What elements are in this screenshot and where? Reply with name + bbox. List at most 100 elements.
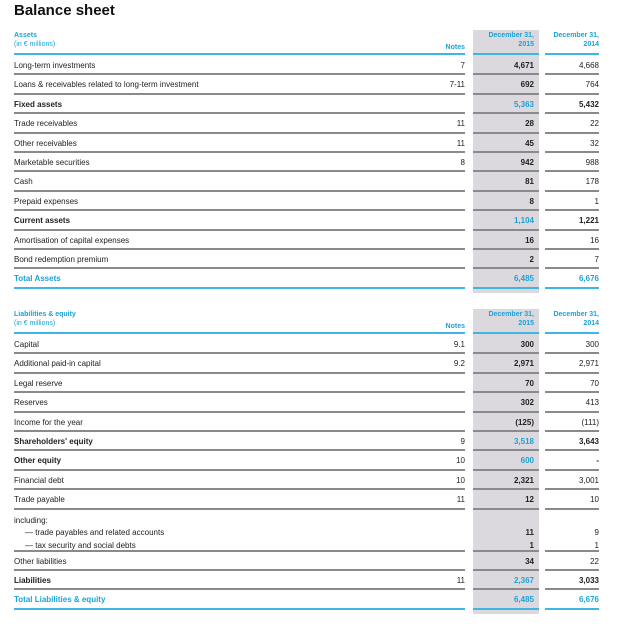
- section-heading: Liabilities & equity: [14, 311, 76, 318]
- value-2015: 28: [525, 119, 534, 129]
- value-2014: 1,221: [578, 216, 599, 226]
- value-2015: 6,485: [513, 595, 534, 605]
- row-label: Cash: [14, 177, 33, 187]
- value-2015: 942: [520, 157, 534, 167]
- value-2015: 2,367: [513, 575, 534, 585]
- notes-header: Notes: [445, 44, 465, 51]
- 2015-column-shade: [473, 309, 539, 614]
- value-2015: 11 1: [525, 528, 534, 550]
- value-2015: (125): [515, 417, 534, 427]
- table-header: Assets (in € millions) Notes December 31,…: [0, 30, 619, 56]
- table-row: Trade payable 11 12 10: [0, 490, 619, 510]
- value-2014: 7: [594, 254, 599, 264]
- row-notes: 11: [456, 119, 465, 129]
- row-label: Other receivables: [14, 138, 77, 148]
- value-2014: 22: [590, 119, 599, 129]
- table-row: Income for the year (125) (111): [0, 413, 619, 432]
- value-2015: 6,485: [513, 274, 534, 284]
- value-2015: 12: [525, 495, 534, 505]
- table-row: Fixed assets 5,363 5,432: [0, 95, 619, 115]
- value-2015: 2,321: [513, 475, 534, 485]
- table-header: Liabilities & equity (in € millions) Note…: [0, 309, 619, 335]
- value-2014: 3,033: [578, 575, 599, 585]
- table-row: Other receivables 11 45 32: [0, 134, 619, 153]
- value-2014: 988: [585, 157, 599, 167]
- value-2014: 2,971: [578, 359, 599, 369]
- page-title: Balance sheet: [14, 2, 115, 19]
- value-2015: 16: [525, 235, 534, 245]
- value-2014: 22: [590, 556, 599, 566]
- value-2014: 3,001: [578, 475, 599, 485]
- row-label: Amortisation of capital expenses: [14, 235, 130, 245]
- section-heading: Assets: [14, 32, 37, 39]
- row-label: Other equity: [14, 456, 62, 466]
- value-2015: 70: [525, 378, 534, 388]
- value-2014: 178: [585, 177, 599, 187]
- value-2014: -: [596, 456, 599, 466]
- value-2014: 764: [585, 80, 599, 90]
- unit-label: (in € millions): [14, 41, 56, 48]
- table-row: Current assets 1,104 1,221: [0, 211, 619, 231]
- row-label: Bond redemption premium: [14, 254, 109, 264]
- value-2014: 10: [590, 495, 599, 505]
- header-2014: December 31, 2014: [553, 311, 599, 327]
- row-notes: 10: [456, 456, 465, 466]
- row-label: Fixed assets: [14, 99, 63, 109]
- table-row: Financial debt 10 2,321 3,001: [0, 471, 619, 491]
- value-2014: 5,432: [578, 99, 599, 109]
- value-2015: 300: [520, 340, 534, 349]
- row-notes: 10: [456, 475, 465, 485]
- value-2015: 5,363: [513, 99, 534, 109]
- row-label: Long-term investments: [14, 61, 96, 70]
- value-2015: 4,671: [513, 61, 534, 70]
- table-row: Long-term investments 7 4,671 4,668: [0, 56, 619, 76]
- value-2014: 4,668: [578, 61, 599, 70]
- table-row: Capital 9.1 300 300: [0, 335, 619, 355]
- value-2015: 45: [525, 138, 534, 148]
- value-2014: 300: [585, 340, 599, 349]
- liabilities-table: Liabilities & equity (in € millions) Note…: [0, 309, 619, 614]
- table-row: Liabilities 11 2,367 3,033: [0, 571, 619, 591]
- value-2014: 3,643: [578, 436, 599, 446]
- row-label: Current assets: [14, 216, 71, 226]
- table-row: Reserves 302 413: [0, 393, 619, 413]
- row-notes: 11: [456, 138, 465, 148]
- header-2015: December 31, 2015: [488, 311, 534, 327]
- sub-row-label: — trade payables and related accounts: [25, 528, 165, 538]
- row-label: Liabilities: [14, 575, 51, 585]
- value-2015: 692: [520, 80, 534, 90]
- header-2015: December 31, 2015: [488, 32, 534, 48]
- row-label: Legal reserve: [14, 378, 63, 388]
- value-2014: 6,676: [578, 595, 599, 605]
- table-row: Total Assets 6,485 6,676: [0, 269, 619, 289]
- header-2014: December 31, 2014: [553, 32, 599, 48]
- value-2015: 3,518: [513, 436, 534, 446]
- value-2014: 32: [590, 138, 599, 148]
- table-row: Additional paid-in capital 9.2 2,971 2,9…: [0, 354, 619, 374]
- row-label: Income for the year: [14, 417, 83, 427]
- table-row: Legal reserve 70 70: [0, 374, 619, 394]
- row-label: Trade receivables: [14, 119, 78, 129]
- row-label: Shareholders' equity: [14, 436, 93, 446]
- value-2015: 2: [529, 254, 534, 264]
- value-2014: (111): [581, 417, 600, 427]
- row-label: Loans & receivables related to long-term…: [14, 80, 199, 90]
- table-row: Trade receivables 11 28 22: [0, 114, 619, 134]
- row-label: Marketable securities: [14, 157, 90, 167]
- row-notes: 11: [456, 495, 465, 505]
- table-row: Loans & receivables related to long-term…: [0, 75, 619, 95]
- notes-header: Notes: [445, 323, 465, 330]
- table-row: Bond redemption premium 2 7: [0, 250, 619, 270]
- table-row: Other equity 10 600 -: [0, 451, 619, 471]
- row-label: including:: [14, 515, 48, 525]
- unit-label: (in € millions): [14, 320, 56, 327]
- value-2015: 34: [525, 556, 534, 566]
- row-notes: 7: [460, 61, 465, 70]
- row-label: Capital: [14, 340, 39, 349]
- value-2015: 8: [529, 196, 534, 206]
- value-2014: 6,676: [578, 274, 599, 284]
- assets-table: Assets (in € millions) Notes December 31,…: [0, 30, 619, 293]
- row-notes: 11: [456, 575, 465, 585]
- row-label: Additional paid-in capital: [14, 359, 101, 369]
